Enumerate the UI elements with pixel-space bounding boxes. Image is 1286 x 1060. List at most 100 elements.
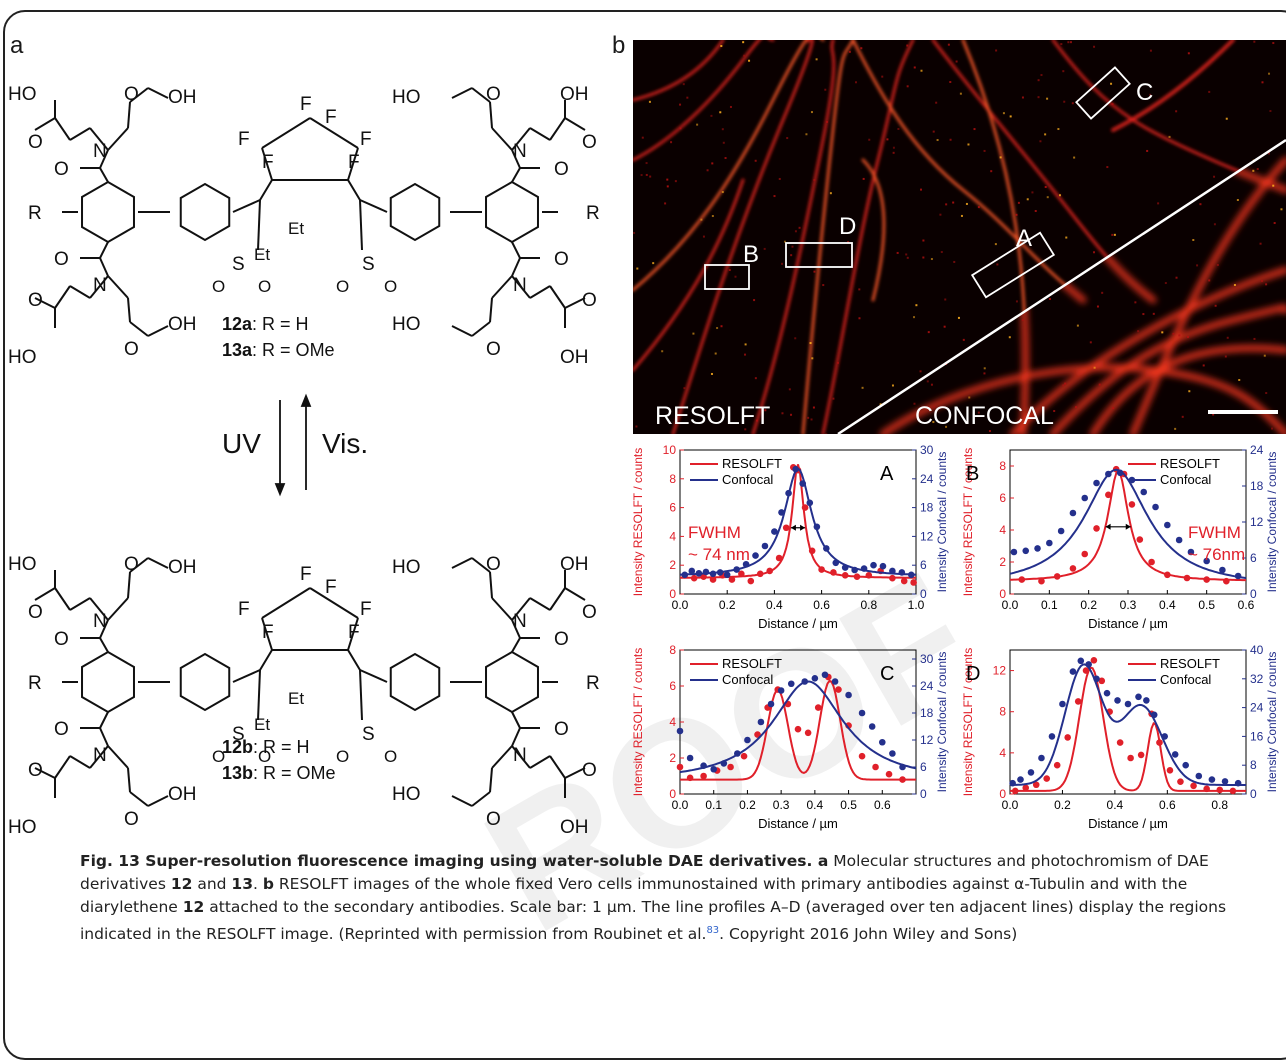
atom-f: F — [325, 577, 337, 598]
atom-f: F — [262, 622, 274, 643]
y-right-tick-label: 12 — [1250, 515, 1264, 529]
atom-et: Et — [288, 689, 304, 708]
atom-f: F — [238, 599, 250, 620]
atom-n: N — [93, 141, 107, 162]
data-point-confocal — [899, 763, 906, 771]
panel-a-label: a — [10, 32, 24, 59]
x-tick-label: 0.3 — [1120, 598, 1137, 612]
data-point-confocal — [1057, 527, 1065, 535]
data-point-confocal — [1140, 488, 1148, 496]
atom-o: O — [54, 719, 69, 740]
atom-f: F — [325, 107, 337, 128]
data-point-resolft — [1156, 739, 1163, 746]
data-point-confocal — [1152, 503, 1159, 511]
data-point-resolft — [676, 763, 684, 771]
x-tick-label: 0.8 — [1211, 798, 1228, 812]
atom-o: O — [486, 554, 501, 575]
data-point-resolft — [830, 569, 837, 576]
data-point-confocal — [799, 480, 807, 487]
data-point-confocal — [1219, 566, 1226, 574]
y-right-tick-label: 0 — [1250, 787, 1257, 801]
data-point-confocal — [806, 499, 814, 507]
data-point-resolft — [1203, 785, 1210, 793]
atom-f: F — [348, 152, 360, 173]
data-point-confocal — [1182, 761, 1189, 769]
data-point-resolft — [885, 770, 893, 778]
label-13a: 13a: R = OMe — [222, 340, 335, 360]
x-tick-label: 0.8 — [860, 598, 877, 612]
atom-o: O — [28, 602, 43, 623]
y-right-tick-label: 32 — [1250, 672, 1264, 686]
data-point-confocal — [858, 709, 866, 717]
y-right-tick-label: 40 — [1250, 643, 1264, 657]
data-point-confocal — [757, 718, 765, 726]
atom-oh: OH — [168, 784, 197, 805]
y-left-tick-label: 0 — [999, 787, 1006, 801]
atom-ho: HO — [392, 314, 421, 335]
data-point-confocal — [1234, 572, 1242, 580]
data-point-resolft — [858, 752, 866, 760]
fit-line-confocal — [679, 680, 917, 774]
data-point-confocal — [1150, 711, 1158, 719]
y-right-tick-label: 24 — [1250, 443, 1264, 457]
panel-b-label: b — [612, 32, 626, 59]
fwhm-annotation: ~ 76nm — [1188, 545, 1245, 564]
y-left-axis-label: Intensity RESOLFT / counts — [961, 648, 975, 797]
atom-et: Et — [288, 219, 304, 238]
data-point-confocal — [870, 561, 877, 569]
atom-o: O — [582, 602, 597, 623]
atom-o: O — [54, 629, 69, 650]
data-point-resolft — [1053, 761, 1061, 769]
data-point-confocal — [889, 750, 896, 757]
data-point-resolft — [801, 504, 809, 511]
data-point-resolft — [1069, 565, 1077, 572]
data-point-confocal — [1114, 697, 1121, 704]
data-point-confocal — [1143, 697, 1150, 704]
x-tick-label: 0.1 — [705, 798, 722, 812]
data-point-confocal — [1093, 675, 1100, 683]
data-point-confocal — [1124, 700, 1132, 708]
reference-link[interactable]: 83 — [706, 925, 720, 936]
y-left-axis-label: Intensity RESOLFT / counts — [631, 448, 645, 597]
data-point-confocal — [733, 566, 740, 573]
data-point-resolft — [775, 554, 783, 562]
atom-ho: HO — [8, 817, 37, 838]
data-point-resolft — [1148, 558, 1155, 566]
data-point-resolft — [899, 776, 906, 783]
data-point-confocal — [792, 465, 799, 473]
atom-o: O — [258, 747, 271, 766]
data-point-confocal — [785, 489, 792, 497]
atom-s: S — [362, 724, 375, 745]
data-point-resolft — [727, 763, 734, 771]
atom-ho: HO — [8, 347, 37, 368]
atom-ho: HO — [8, 84, 37, 105]
legend-label-resolft: RESOLFT — [722, 456, 782, 471]
atom-f: F — [360, 129, 372, 150]
x-axis-label: Distance / µm — [758, 616, 838, 631]
y-right-tick-label: 12 — [920, 733, 934, 747]
atom-o: O — [54, 159, 69, 180]
data-point-confocal — [771, 528, 778, 535]
data-point-confocal — [1116, 469, 1124, 477]
atom-o: O — [336, 277, 349, 296]
x-tick-label: 0.2 — [1054, 798, 1071, 812]
data-point-resolft — [1190, 782, 1197, 790]
y-right-tick-label: 0 — [920, 587, 927, 601]
x-tick-label: 0.4 — [1107, 798, 1124, 812]
fit-line-confocal — [1009, 663, 1246, 786]
y-right-tick-label: 0 — [1250, 587, 1257, 601]
x-tick-label: 0.4 — [807, 798, 824, 812]
legend-label-confocal: Confocal — [1160, 472, 1211, 487]
y-right-tick-label: 24 — [1250, 701, 1264, 715]
atom-n: N — [513, 745, 527, 766]
data-point-confocal — [832, 559, 840, 567]
data-point-confocal — [889, 567, 896, 575]
legend-label-resolft: RESOLFT — [722, 656, 782, 671]
atom-o: O — [212, 747, 225, 766]
data-point-confocal — [1135, 693, 1142, 701]
atom-et: Et — [254, 715, 270, 734]
data-point-confocal — [742, 560, 750, 568]
y-right-tick-label: 0 — [920, 787, 927, 801]
data-point-confocal — [845, 691, 852, 699]
